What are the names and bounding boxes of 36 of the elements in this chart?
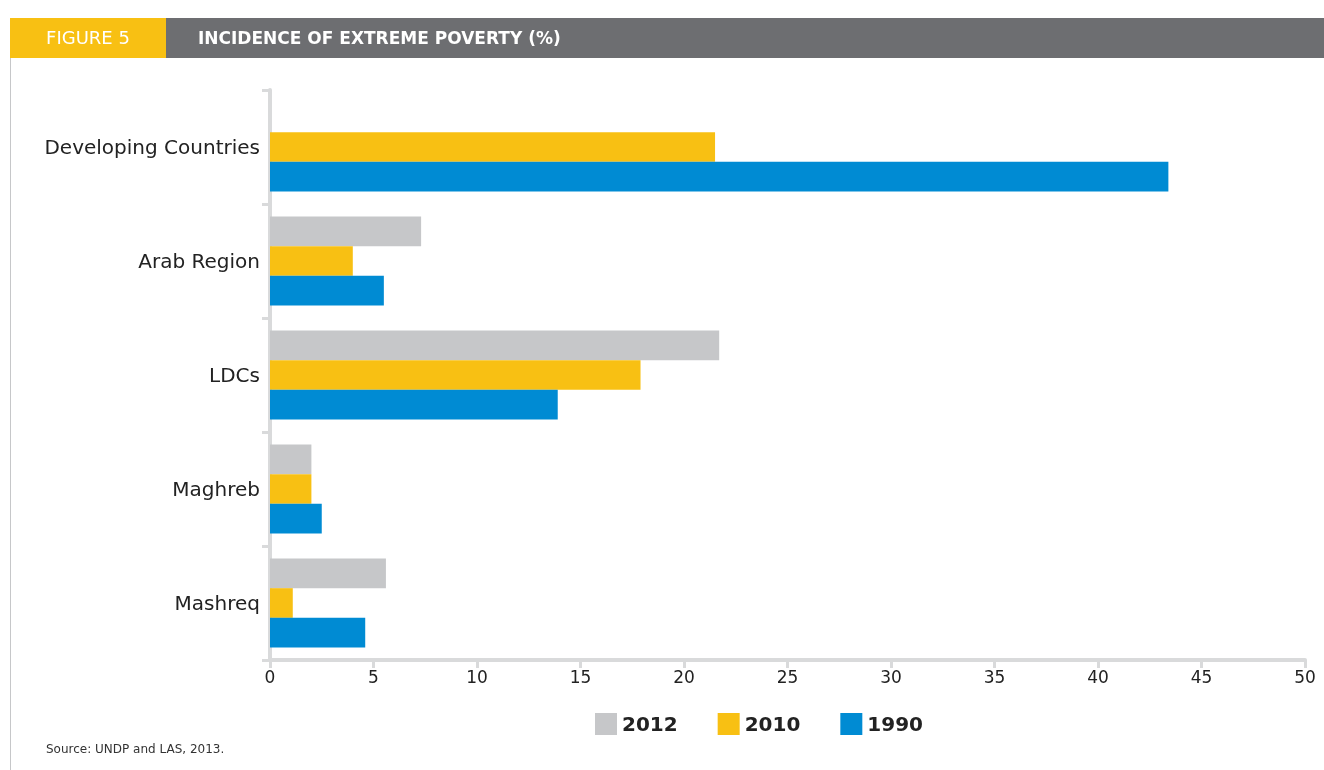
x-tick-label: 40: [1087, 666, 1109, 687]
bar: [270, 389, 558, 420]
x-tick-label: 50: [1294, 666, 1316, 687]
x-tick-label: 0: [264, 666, 276, 687]
x-tick-label: 45: [1190, 666, 1213, 687]
y-tick-label: Mashreq: [174, 591, 260, 615]
bar: [270, 558, 386, 589]
x-tick-label: 20: [673, 666, 695, 687]
bar: [270, 444, 312, 475]
y-tick-label: LDCs: [209, 363, 260, 387]
y-tick-label: Maghreb: [172, 477, 260, 501]
x-tick-label: 15: [569, 666, 592, 687]
bar: [270, 617, 366, 648]
bar: [270, 161, 1169, 192]
bar: [270, 275, 384, 306]
y-tick-label: Arab Region: [138, 249, 260, 273]
bar: [270, 474, 312, 504]
caption: FIGURE 5: [10, 18, 166, 58]
x-tick-label: 30: [880, 666, 902, 687]
bar: [270, 330, 720, 361]
bar: [270, 360, 641, 390]
legend-label: 2010: [744, 712, 801, 736]
x-tick-label: 35: [983, 666, 1006, 687]
bar: [270, 503, 322, 534]
bar: [270, 132, 716, 162]
source-note: Source: UNDP and LAS, 2013.: [46, 742, 225, 756]
x-tick-label: 5: [368, 666, 379, 687]
bar: [270, 588, 293, 618]
y-tick-label: Developing Countries: [44, 135, 260, 159]
chart-title: INCIDENCE OF EXTREME POVERTY (%): [198, 27, 561, 50]
legend-label: 1990: [867, 712, 923, 736]
x-tick-label: 10: [466, 666, 488, 687]
legend-label: 2012: [622, 712, 678, 736]
bar: [270, 216, 422, 247]
bar: [270, 246, 353, 276]
x-tick-label: 25: [776, 666, 799, 687]
